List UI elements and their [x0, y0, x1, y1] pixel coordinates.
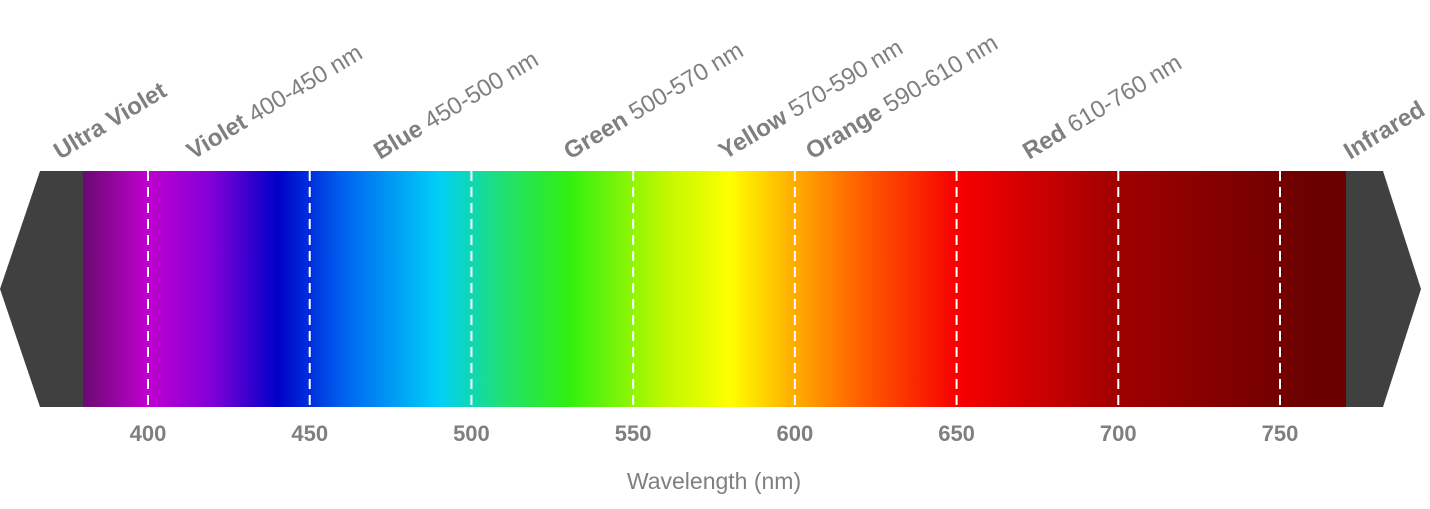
- band-range: 450-500 nm: [414, 46, 543, 139]
- tick-label: 600: [776, 421, 813, 446]
- tick-label: 650: [938, 421, 975, 446]
- axis-title: Wavelength (nm): [627, 468, 801, 494]
- band-name: Violet: [182, 109, 252, 166]
- band-range: 400-450 nm: [238, 39, 367, 132]
- band-label-red: Red 610-760 nm: [1018, 49, 1186, 165]
- tick-label: 550: [615, 421, 652, 446]
- spectrum-bar: [83, 171, 1346, 407]
- infrared-end-cap: [1345, 171, 1421, 407]
- divider-lines: [147, 171, 1281, 407]
- tick-label: 700: [1100, 421, 1137, 446]
- tick-label: 500: [453, 421, 490, 446]
- band-label-violet: Violet 400-450 nm: [182, 39, 367, 165]
- band-name: Infrared: [1339, 96, 1430, 165]
- band-range: 610-760 nm: [1057, 49, 1186, 142]
- band-name: Yellow: [714, 103, 792, 165]
- tick-label: 400: [130, 421, 167, 446]
- tick-label: 750: [1262, 421, 1299, 446]
- band-name: Green: [559, 106, 632, 165]
- tick-labels: 400 450 500 550 600 650 700 750: [130, 421, 1299, 446]
- band-label-blue: Blue 450-500 nm: [369, 46, 543, 165]
- ultra-violet-end-cap: [0, 171, 83, 407]
- band-label-infrared: Infrared: [1339, 96, 1430, 165]
- band-range: 500-570 nm: [619, 37, 748, 130]
- tick-label: 450: [291, 421, 328, 446]
- band-label-ultra-violet: Ultra Violet: [49, 77, 171, 165]
- band-name: Ultra Violet: [49, 77, 171, 165]
